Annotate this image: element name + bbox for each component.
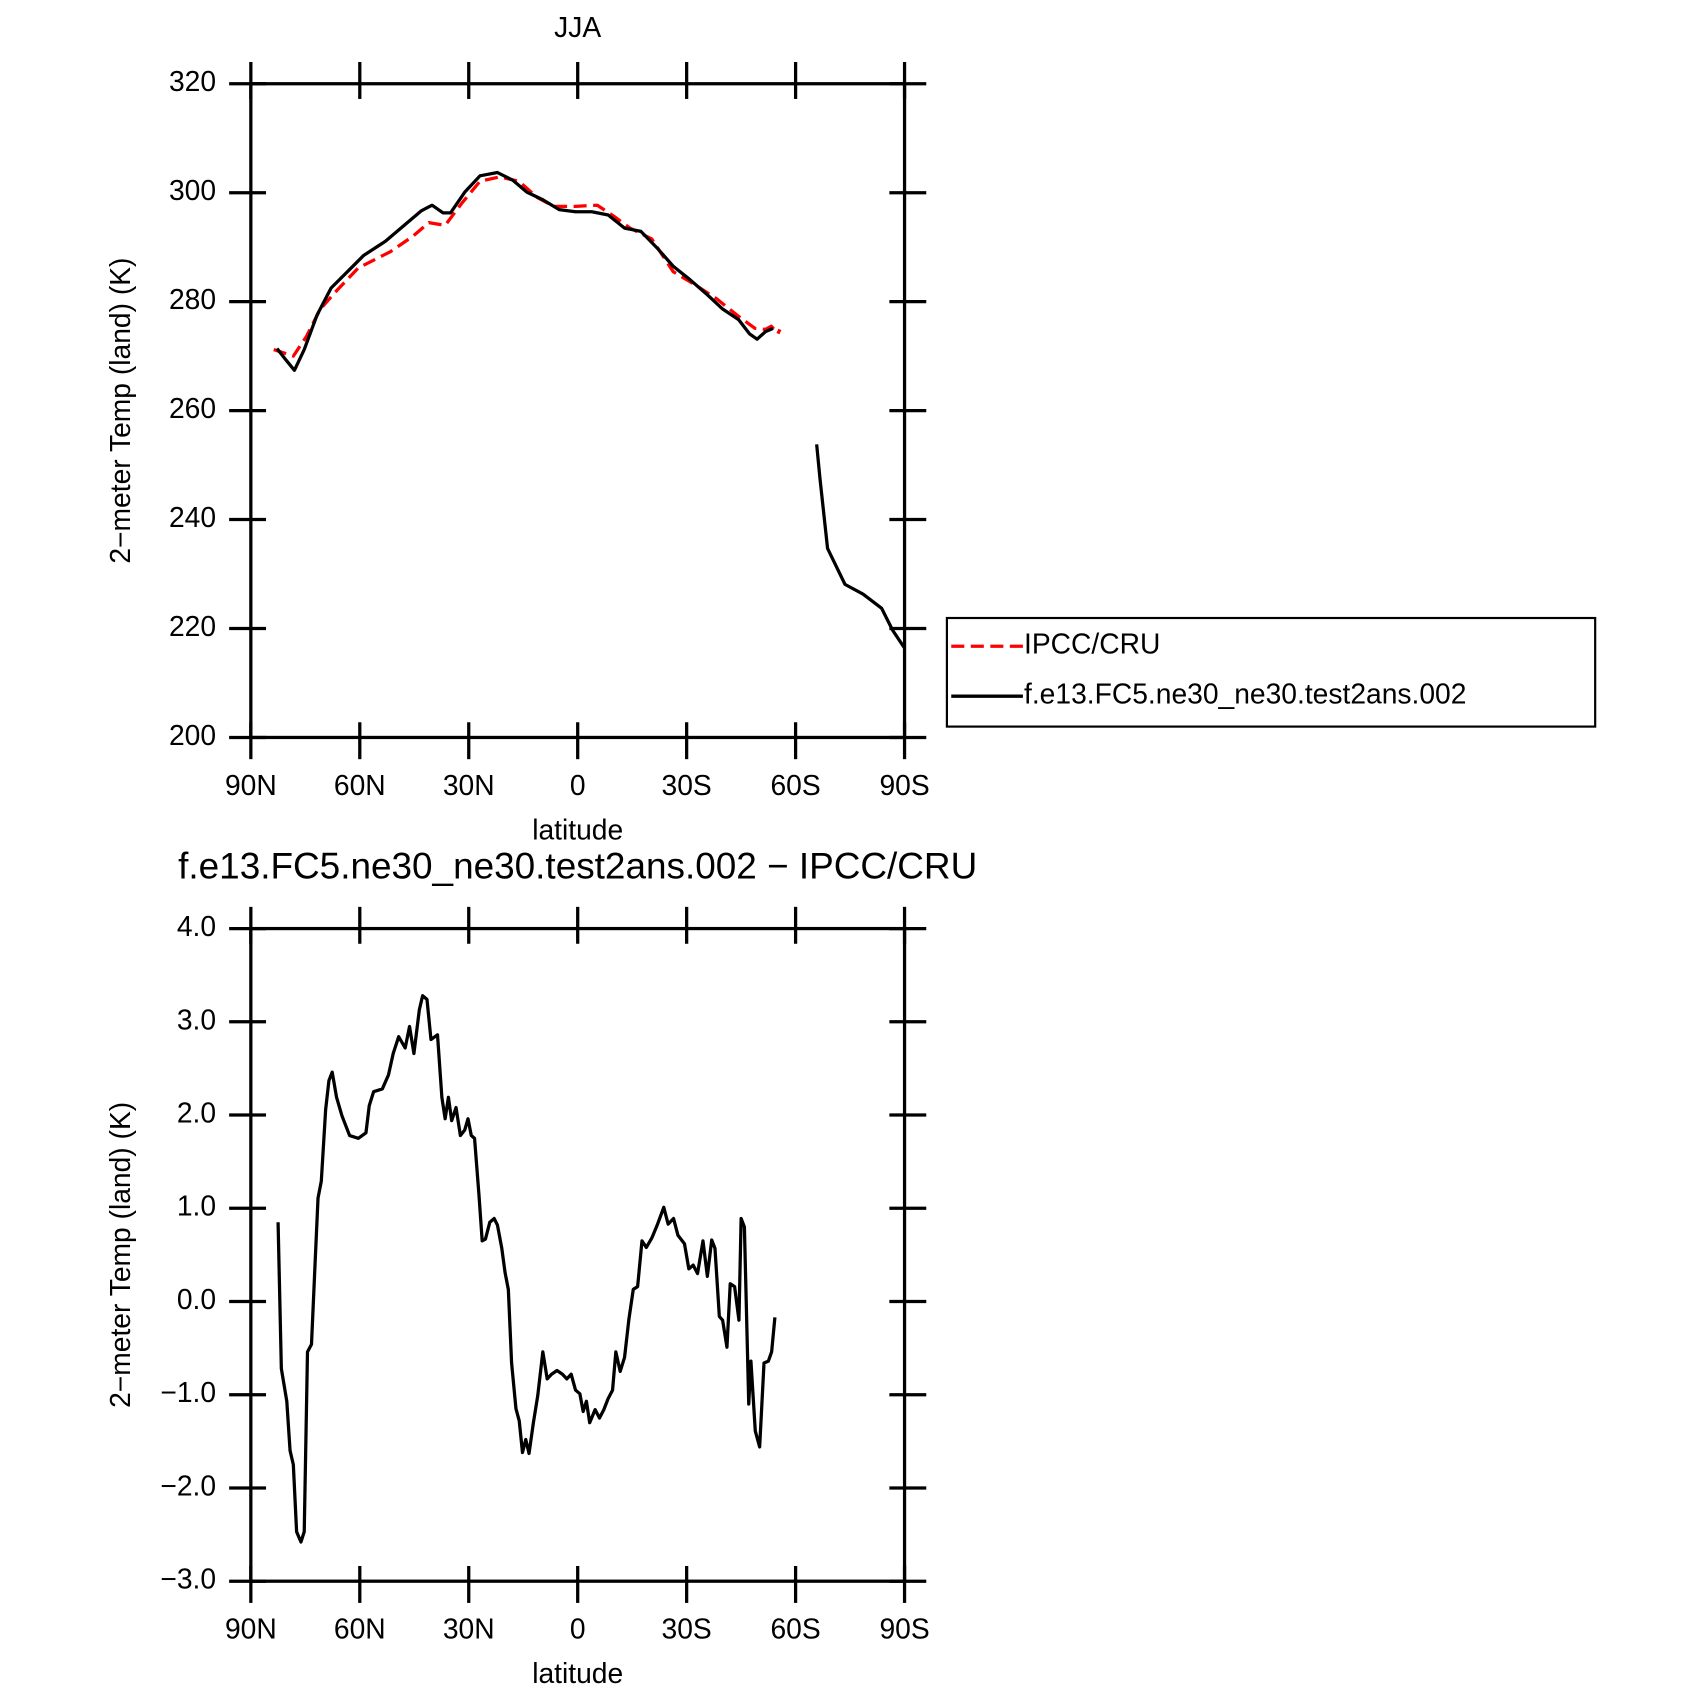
y-axis-label: 2−meter Temp (land) (K) xyxy=(104,258,136,564)
x-tick-label: 30S xyxy=(662,1613,712,1645)
x-tick-label: 30N xyxy=(443,1613,495,1645)
x-tick-label: 60S xyxy=(770,1613,820,1645)
y-tick-label: 0.0 xyxy=(177,1283,216,1315)
y-tick-label: 200 xyxy=(169,719,216,751)
data-line xyxy=(276,994,777,1544)
y-tick-label: 220 xyxy=(169,610,216,642)
legend-label: f.e13.FC5.ne30_ne30.test2ans.002 xyxy=(1024,678,1466,710)
x-tick-label: 60S xyxy=(770,769,820,801)
plot-frame xyxy=(249,82,907,740)
x-tick-label: 30N xyxy=(443,769,495,801)
x-tick-label: 30S xyxy=(662,769,712,801)
y-tick-label: 2.0 xyxy=(177,1096,216,1128)
legend-box xyxy=(945,616,1597,728)
x-tick-label: 0 xyxy=(570,769,586,801)
x-tick-label: 60N xyxy=(334,1613,386,1645)
x-tick-label: 0 xyxy=(570,1613,586,1645)
x-tick-label: 90S xyxy=(879,769,929,801)
x-tick-label: 90N xyxy=(225,1613,277,1645)
chart-title: f.e13.FC5.ne30_ne30.test2ans.002 − IPCC/… xyxy=(178,846,977,887)
y-axis-label: 2−meter Temp (land) (K) xyxy=(104,1102,136,1408)
y-tick-label: −3.0 xyxy=(160,1563,216,1595)
y-tick-label: 240 xyxy=(169,501,216,533)
x-axis-label: latitude xyxy=(532,1657,623,1689)
y-tick-label: 300 xyxy=(169,174,216,206)
x-tick-label: 60N xyxy=(334,769,386,801)
x-tick-label: 90N xyxy=(225,769,277,801)
x-tick-label: 90S xyxy=(879,1613,929,1645)
y-tick-label: 1.0 xyxy=(177,1190,216,1222)
legend-label: IPCC/CRU xyxy=(1024,628,1160,660)
y-tick-label: −2.0 xyxy=(160,1469,216,1501)
plot-frame xyxy=(249,926,907,1583)
data-line xyxy=(275,170,906,650)
y-tick-label: 320 xyxy=(169,65,216,97)
y-tick-label: −1.0 xyxy=(160,1376,216,1408)
chart-title: JJA xyxy=(554,11,601,43)
y-tick-label: 4.0 xyxy=(177,910,216,942)
y-tick-label: 280 xyxy=(169,283,216,315)
y-tick-label: 260 xyxy=(169,392,216,424)
x-axis-label: latitude xyxy=(532,813,623,845)
y-tick-label: 3.0 xyxy=(177,1003,216,1035)
